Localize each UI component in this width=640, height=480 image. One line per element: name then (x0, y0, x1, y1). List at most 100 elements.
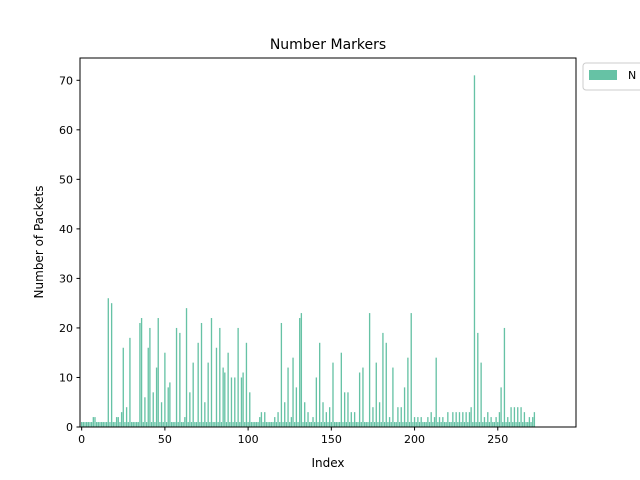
bar (390, 422, 392, 427)
x-tick-label: 250 (487, 433, 508, 446)
bar (195, 422, 198, 427)
y-tick-label: 10 (59, 371, 73, 384)
y-tick-label: 60 (59, 124, 73, 137)
bar (422, 422, 424, 427)
y-axis-label: Number of Packets (32, 186, 46, 299)
plot-frame (79, 57, 577, 428)
bar (95, 422, 98, 427)
bar (367, 422, 369, 427)
bar (503, 327, 506, 427)
bar (437, 422, 439, 427)
bar (420, 417, 422, 427)
bar (254, 422, 256, 427)
bar (532, 417, 534, 427)
bar (154, 422, 156, 427)
bar (129, 337, 131, 427)
bar (260, 412, 263, 427)
bar (80, 422, 83, 427)
bar (219, 327, 221, 427)
bar (94, 417, 96, 427)
bar (297, 422, 299, 427)
bar (423, 422, 426, 427)
bar (363, 422, 366, 427)
bar (89, 422, 91, 427)
y-tick-label: 50 (59, 173, 73, 186)
bar (362, 367, 364, 427)
bar (455, 412, 457, 427)
bar (152, 392, 154, 427)
bar (442, 417, 444, 427)
bar (397, 407, 399, 427)
y-axis-ticks: 0 10 20 30 40 50 60 70 (59, 74, 80, 434)
bar (234, 377, 236, 427)
bar (417, 417, 419, 427)
bar (185, 308, 188, 427)
legend-label: N (628, 69, 636, 82)
bar (332, 362, 334, 427)
bar (517, 407, 519, 427)
bar (383, 422, 386, 427)
bar (224, 372, 226, 427)
bar (199, 422, 201, 427)
bar (144, 397, 146, 427)
x-tick-label: 0 (78, 433, 85, 446)
bar (110, 303, 113, 427)
bar (130, 422, 133, 427)
bar (225, 422, 228, 427)
bar (312, 417, 314, 427)
bar (259, 417, 261, 427)
bar (328, 407, 331, 427)
x-tick-label: 50 (158, 433, 172, 446)
bar (530, 422, 532, 427)
bar (490, 417, 492, 427)
bar (230, 377, 233, 427)
bar (527, 422, 529, 427)
bar (112, 422, 114, 427)
bar (392, 367, 394, 427)
bar (275, 422, 278, 427)
bar (498, 412, 501, 427)
bar (139, 322, 141, 427)
bar (487, 412, 489, 427)
bar (445, 422, 447, 427)
bar (302, 422, 304, 427)
bar (353, 412, 356, 427)
bar (109, 422, 111, 427)
bar (322, 402, 324, 427)
bar (90, 422, 93, 427)
bar (380, 422, 382, 427)
bar (347, 392, 349, 427)
bar (330, 422, 332, 427)
bar (125, 407, 128, 427)
bar (165, 422, 168, 427)
bar (325, 412, 328, 427)
bar (150, 422, 153, 427)
bar (400, 407, 402, 427)
bar (528, 417, 531, 427)
bar (410, 313, 412, 427)
bar (463, 422, 466, 427)
bar (157, 318, 159, 427)
bar (180, 422, 183, 427)
bar (408, 422, 411, 427)
legend[interactable]: N (582, 62, 640, 91)
bar (448, 422, 451, 427)
legend-swatch (589, 70, 617, 80)
bar (360, 422, 362, 427)
bar (497, 422, 499, 427)
bar (215, 347, 218, 427)
bar (127, 422, 129, 427)
bar (285, 422, 288, 427)
x-axis-label: Index (311, 456, 344, 470)
bar (335, 422, 337, 427)
bar (418, 422, 421, 427)
bar (525, 422, 527, 427)
bar (257, 422, 259, 427)
bar (518, 422, 521, 427)
bar (433, 417, 436, 427)
bar (465, 412, 467, 427)
bar (227, 352, 229, 427)
bar (295, 387, 298, 427)
bar (280, 322, 283, 427)
